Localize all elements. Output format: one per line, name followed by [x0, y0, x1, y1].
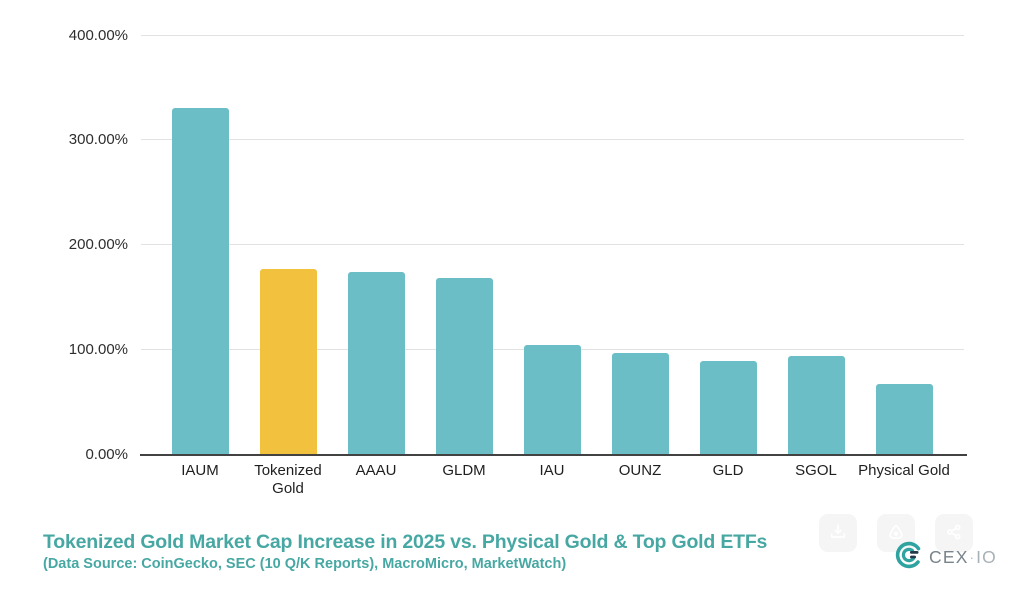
download-icon	[828, 522, 848, 545]
share-button[interactable]	[935, 514, 973, 552]
bar-tokenized-gold	[259, 269, 317, 454]
bar-ounz	[611, 353, 669, 454]
bar-sgol	[787, 356, 845, 454]
y-tick-label: 200.00%	[68, 236, 128, 254]
x-tick-label: SGOL	[795, 462, 837, 479]
gridline	[141, 34, 964, 36]
y-tick-label: 300.00%	[68, 131, 128, 149]
bar-gld	[699, 360, 757, 454]
x-axis-line	[140, 454, 967, 456]
bar-gldm	[435, 277, 493, 454]
cexio-logo: CEX · IO	[894, 540, 997, 575]
bar-iau	[523, 344, 581, 454]
x-tick-label: AAAU	[355, 462, 397, 479]
bar-physical-gold	[875, 383, 933, 454]
assistant-button[interactable]	[877, 514, 915, 552]
chart-subtitle: (Data Source: CoinGecko, SEC (10 Q/K Rep…	[43, 556, 567, 572]
cexio-logo-icon	[894, 540, 924, 575]
assistant-icon	[886, 522, 906, 545]
y-tick-label: 0.00%	[85, 446, 128, 463]
bar-iaum	[171, 107, 229, 454]
share-icon	[944, 522, 964, 545]
x-tick-label: IAUM	[181, 462, 219, 479]
x-tick-label: IAU	[539, 462, 565, 479]
cexio-logo-text: CEX · IO	[929, 547, 997, 568]
x-tick-label: GLDM	[442, 462, 486, 479]
gridline	[141, 244, 964, 246]
x-tick-label: Physical Gold	[858, 462, 950, 479]
gridline	[141, 139, 964, 141]
y-tick-label: 400.00%	[68, 26, 128, 44]
x-tick-label: GLD	[712, 462, 744, 479]
y-tick-label: 100.00%	[68, 341, 128, 359]
chart-title: Tokenized Gold Market Cap Increase in 20…	[43, 531, 768, 553]
x-tick-label: Tokenized Gold	[254, 462, 322, 497]
logo-text-cex: CEX	[929, 547, 969, 567]
logo-text-separator: ·	[969, 550, 976, 565]
x-tick-label: OUNZ	[618, 462, 662, 479]
logo-text-io: IO	[976, 547, 997, 567]
bar-aaau	[347, 271, 405, 454]
download-button[interactable]	[819, 514, 857, 552]
